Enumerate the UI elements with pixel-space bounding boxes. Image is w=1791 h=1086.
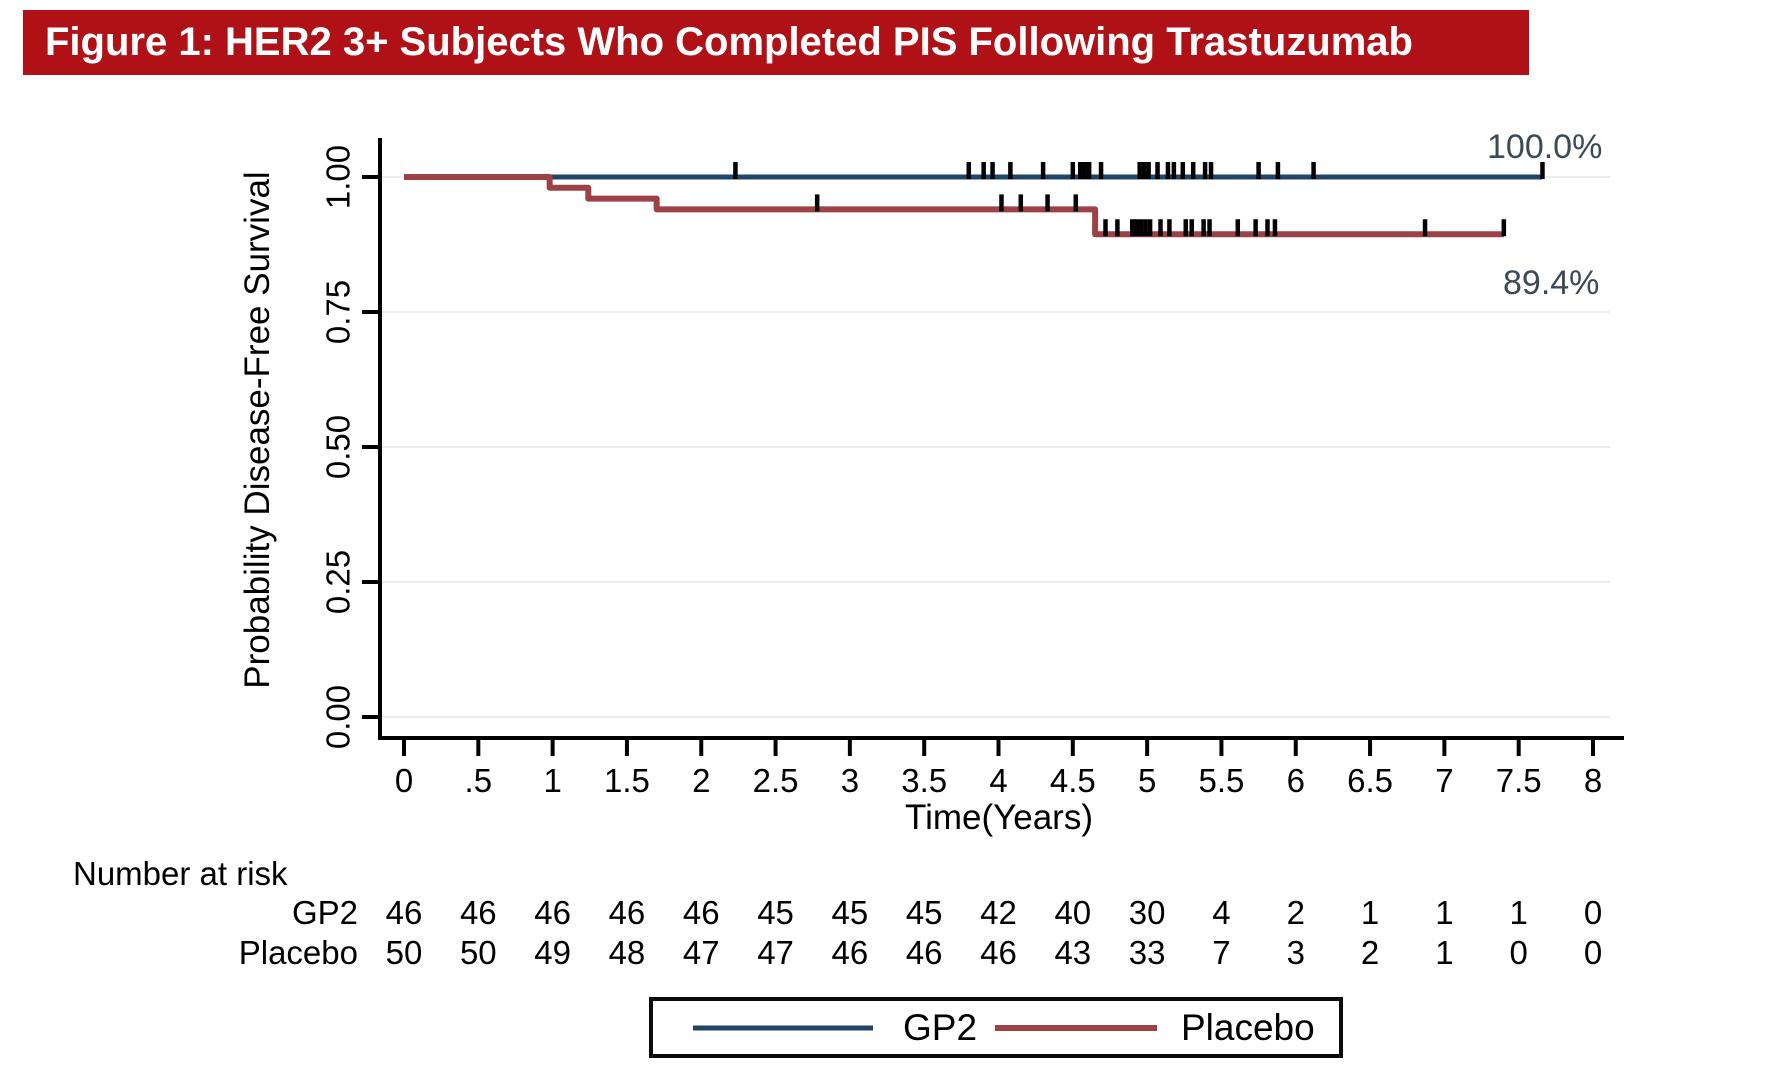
x-tick-label: 7 <box>1435 762 1453 799</box>
risk-cell-placebo: 46 <box>906 934 943 971</box>
legend-box: GP2 Placebo <box>649 997 1343 1058</box>
x-axis-title: Time(Years) <box>904 798 1094 837</box>
y-tick-label: 0.25 <box>320 550 357 614</box>
y-tick-label: 0.50 <box>320 415 357 479</box>
x-tick-label: 2 <box>692 762 710 799</box>
risk-cell-gp2: 46 <box>534 894 571 931</box>
x-tick-label: .5 <box>465 762 493 799</box>
risk-cell-placebo: 3 <box>1287 934 1305 971</box>
risk-cell-gp2: 0 <box>1584 894 1602 931</box>
x-tick-label: 3 <box>841 762 859 799</box>
y-tick-label: 1.00 <box>320 145 357 209</box>
x-tick-label: 7.5 <box>1496 762 1542 799</box>
legend-label-placebo: Placebo <box>1181 1006 1315 1048</box>
risk-cell-placebo: 0 <box>1584 934 1602 971</box>
gp2-final-percent-label: 100.0% <box>1487 128 1603 166</box>
figure-title: Figure 1: HER2 3+ Subjects Who Completed… <box>45 20 1413 64</box>
risk-cell-placebo: 0 <box>1510 934 1528 971</box>
curve-placebo <box>404 174 1504 238</box>
x-tick-label: 5.5 <box>1199 762 1245 799</box>
x-tick-label: 0 <box>395 762 413 799</box>
risk-cell-placebo: 49 <box>534 934 571 971</box>
risk-cell-gp2: 45 <box>757 894 794 931</box>
x-tick-label: 6 <box>1287 762 1305 799</box>
risk-cell-placebo: 33 <box>1129 934 1166 971</box>
risk-cell-gp2: 2 <box>1287 894 1305 931</box>
risk-cell-gp2: 30 <box>1129 894 1166 931</box>
risk-cell-placebo: 1 <box>1435 934 1453 971</box>
risk-cell-placebo: 48 <box>609 934 646 971</box>
risk-cell-placebo: 7 <box>1212 934 1230 971</box>
legend-line-gp2-icon <box>693 1025 873 1030</box>
number-at-risk-title: Number at risk <box>73 855 288 892</box>
x-tick-label: 1 <box>543 762 561 799</box>
x-tick-label: 5 <box>1138 762 1156 799</box>
risk-cell-gp2: 1 <box>1510 894 1528 931</box>
y-axis-title: Probability Disease-Free Survival <box>238 171 277 689</box>
risk-cell-placebo: 2 <box>1361 934 1379 971</box>
risk-cell-gp2: 45 <box>832 894 869 931</box>
x-tick-label: 2.5 <box>753 762 799 799</box>
figure-title-banner: Figure 1: HER2 3+ Subjects Who Completed… <box>23 10 1529 75</box>
x-tick-label: 4.5 <box>1050 762 1096 799</box>
placebo-final-percent-label: 89.4% <box>1503 264 1600 302</box>
risk-cell-gp2: 4 <box>1212 894 1230 931</box>
risk-cell-placebo: 43 <box>1054 934 1091 971</box>
risk-cell-placebo: 50 <box>386 934 423 971</box>
x-tick-label: 8 <box>1584 762 1602 799</box>
risk-cell-gp2: 1 <box>1361 894 1379 931</box>
y-tick-label: 0.00 <box>320 685 357 749</box>
risk-cell-gp2: 46 <box>460 894 497 931</box>
x-tick-label: 3.5 <box>901 762 947 799</box>
risk-cell-gp2: 46 <box>683 894 720 931</box>
risk-row-label-placebo: Placebo <box>238 934 358 971</box>
legend-line-placebo-icon <box>995 1024 1157 1031</box>
risk-cell-gp2: 40 <box>1054 894 1091 931</box>
risk-cell-gp2: 1 <box>1435 894 1453 931</box>
risk-cell-placebo: 50 <box>460 934 497 971</box>
risk-cell-gp2: 46 <box>609 894 646 931</box>
x-tick-label: 4 <box>989 762 1007 799</box>
risk-cell-gp2: 46 <box>386 894 423 931</box>
risk-cell-placebo: 47 <box>683 934 720 971</box>
risk-cell-placebo: 46 <box>980 934 1017 971</box>
risk-row-label-gp2: GP2 <box>291 894 358 931</box>
risk-cell-placebo: 46 <box>832 934 869 971</box>
x-tick-label: 1.5 <box>604 762 650 799</box>
risk-cell-placebo: 47 <box>757 934 794 971</box>
y-tick-label: 0.75 <box>320 280 357 344</box>
x-tick-label: 6.5 <box>1347 762 1393 799</box>
legend-label-gp2: GP2 <box>903 1006 978 1048</box>
risk-cell-gp2: 45 <box>906 894 943 931</box>
risk-cell-gp2: 42 <box>980 894 1017 931</box>
